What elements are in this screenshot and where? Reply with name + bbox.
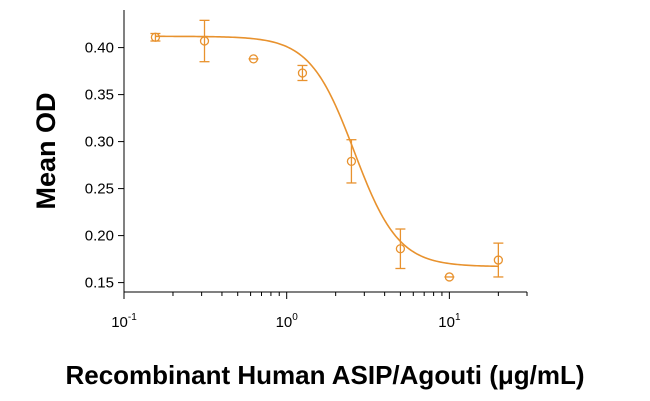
x-ticks: 10-1 100 101	[111, 292, 528, 331]
data-point	[395, 244, 406, 254]
axes	[123, 10, 527, 293]
x-tick-label: 101	[438, 312, 461, 331]
y-tick-label: 0.30	[85, 134, 114, 151]
data-point	[150, 32, 161, 42]
data-point	[346, 156, 357, 166]
x-tick-label: 100	[276, 312, 299, 331]
x-tick-label: 10-1	[111, 312, 137, 331]
fit-curve	[155, 35, 499, 268]
y-tick-label: 0.25	[85, 181, 114, 198]
points-layer	[150, 19, 504, 282]
y-tick-label: 0.15	[85, 275, 114, 292]
data-point	[248, 54, 259, 64]
y-ticks: 0.15 0.20 0.25 0.30 0.35 0.40	[85, 40, 124, 292]
y-tick-label: 0.40	[85, 40, 114, 57]
fit-layer	[155, 35, 499, 268]
y-axis-title: Mean OD	[31, 92, 61, 209]
y-tick-label: 0.35	[85, 87, 114, 104]
data-point	[493, 255, 504, 265]
data-point	[297, 68, 308, 78]
data-point	[199, 36, 210, 46]
x-axis-title: Recombinant Human ASIP/Agouti (μg/mL)	[65, 360, 584, 390]
y-tick-label: 0.20	[85, 228, 114, 245]
data-point	[444, 272, 455, 282]
